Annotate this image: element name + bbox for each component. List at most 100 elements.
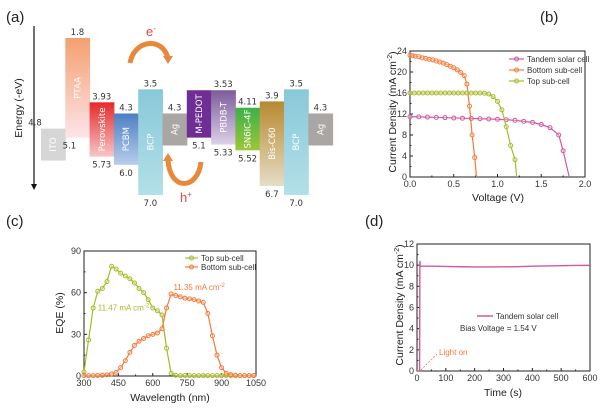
layer-bar-m-pedot-6: [186, 90, 212, 138]
c-data-point-top-sub-cell: [95, 288, 101, 294]
c-data-point-bottom-sub-cell: [191, 297, 197, 303]
c-data-point-bottom-sub-cell: [122, 358, 128, 364]
jv-curve-chart: Current Density (mA cm-2) Voltage (V) 0.…: [387, 46, 591, 204]
c-data-point-top-sub-cell: [205, 373, 211, 379]
b-data-point-tandem-solar-cell: [451, 115, 457, 121]
b-data-point-top-sub-cell: [446, 90, 452, 96]
homo-level-m-pedot-6: 5.1: [192, 142, 206, 152]
b-data-point-top-sub-cell: [499, 107, 505, 113]
c-data-point-bottom-sub-cell: [219, 365, 225, 371]
layer-bar-sn6ic-4f-8: [235, 107, 261, 151]
c-data-point-bottom-sub-cell: [177, 294, 183, 300]
b-data-point-top-sub-cell: [473, 90, 479, 96]
b-data-point-top-sub-cell: [508, 143, 514, 148]
c-data-point-top-sub-cell: [141, 290, 147, 296]
lumo-level-pbdb-t-7: 3.53: [214, 80, 233, 90]
b-legend-marker-bottom-sub-cell: [514, 67, 519, 73]
b-data-point-top-sub-cell: [451, 90, 457, 96]
b-data-point-top-sub-cell: [503, 124, 509, 130]
c-data-point-bottom-sub-cell: [150, 331, 156, 337]
b-data-point-tandem-solar-cell: [521, 118, 527, 124]
c-data-point-top-sub-cell: [196, 373, 202, 379]
panel-b-label: (b): [540, 9, 558, 26]
b-y-tick-label: 12: [397, 109, 407, 119]
c-data-point-top-sub-cell: [90, 305, 96, 311]
b-y-tick-label: 4: [402, 151, 407, 161]
d-y-tick-label: 12: [404, 239, 414, 249]
b-data-point-bottom-sub-cell: [461, 73, 467, 79]
c-y-axis-label: EQE (%): [54, 292, 66, 333]
steady-state-current-chart: Current Density (mA cm-2) Time (s) 0 100 2…: [394, 239, 598, 399]
c-data-point-top-sub-cell: [164, 345, 170, 351]
c-data-point-bottom-sub-cell: [182, 295, 188, 301]
layer-bar-bcp-10: [284, 89, 309, 195]
c-data-point-bottom-sub-cell: [205, 311, 211, 316]
layer-bar-ptaa-1: [65, 38, 91, 138]
homo-level-bis-c60-9: 6.7: [265, 190, 279, 200]
b-data-point-bottom-sub-cell: [469, 132, 475, 138]
lumo-level-ito-0: 4.8: [28, 119, 42, 129]
b-x-tick-label: 1.5: [535, 179, 548, 189]
homo-level-bcp-4: 7.0: [144, 199, 158, 209]
c-x-tick-label: 900: [214, 378, 229, 388]
d-series-line-tandem-solar-cell: [417, 260, 591, 372]
c-data-point-bottom-sub-cell: [232, 372, 238, 378]
d-light-on-label: Light on: [439, 348, 467, 357]
c-data-point-top-sub-cell: [131, 280, 137, 286]
layer-bar-ag-5: [162, 113, 188, 146]
b-data-point-top-sub-cell: [486, 91, 492, 97]
b-data-point-tandem-solar-cell: [495, 116, 500, 122]
b-data-point-top-sub-cell: [477, 90, 483, 96]
b-data-point-top-sub-cell: [455, 90, 461, 96]
lumo-level-bcp-10: 3.5: [289, 79, 303, 89]
energy-level-diagram: Energy (-eV) ITO 4.8 PTAA 1.8 5.1 Perovskite 3…: [13, 24, 334, 209]
homo-level-ptaa-1: 5.1: [63, 142, 77, 152]
hole-transfer-arrow-icon: [165, 159, 204, 186]
b-data-point-top-sub-cell: [442, 90, 448, 96]
layer-bar-pbdb-t-7: [211, 90, 236, 145]
b-series-line-tandem-solar-cell: [409, 116, 570, 178]
electron-transfer-arrow-icon: [127, 40, 171, 64]
d-x-tick-label: 500: [554, 373, 569, 383]
d-y-tick-label: 2: [409, 345, 414, 355]
c-x-tick-label: 300: [76, 378, 91, 388]
eqe-chart: EQE (%) Wavelength (nm) 300 450 600 750 900 1…: [54, 246, 266, 404]
b-legend-marker-tandem-solar-cell: [514, 56, 519, 62]
d-x-tick-label: 200: [467, 373, 482, 383]
c-data-point-top-sub-cell: [219, 373, 225, 379]
c-data-point-bottom-sub-cell: [209, 333, 215, 339]
lumo-level-bcp-4: 3.5: [144, 79, 158, 89]
b-legend-label-bottom-sub-cell: Bottom sub-cell: [527, 66, 582, 75]
lumo-level-ptaa-1: 1.8: [71, 28, 85, 38]
layer-bar-pcbm-3: [113, 113, 139, 165]
c-data-point-bottom-sub-cell: [164, 305, 170, 311]
homo-level-sn6ic-4f-8: 5.52: [238, 154, 257, 164]
lumo-level-ag-5: 4.3: [168, 103, 182, 113]
layer-name-pbdb-t-7: PBDB-T: [219, 101, 229, 133]
c-legend-marker-bottom-sub-cell: [189, 264, 194, 270]
energy-axis-label: Energy (-eV): [13, 78, 25, 138]
b-data-point-tandem-solar-cell: [407, 114, 413, 120]
b-x-tick-label: 0.0: [404, 179, 417, 189]
c-data-point-top-sub-cell: [104, 279, 110, 285]
b-data-point-bottom-sub-cell: [454, 67, 460, 73]
c-y-tick-label: 30: [71, 329, 81, 339]
b-data-point-bottom-sub-cell: [464, 81, 470, 87]
layer-bar-bis-c60-9: [259, 101, 285, 186]
c-data-point-bottom-sub-cell: [237, 373, 243, 379]
b-data-point-tandem-solar-cell: [416, 114, 422, 120]
layer-bar-ito-0: [41, 128, 66, 161]
layer-name-sn6ic-4f-8: SN6IC-4F: [244, 109, 254, 148]
c-data-point-bottom-sub-cell: [223, 370, 229, 376]
b-data-point-top-sub-cell: [407, 90, 413, 96]
d-x-tick-label: 0: [414, 373, 419, 383]
b-data-point-tandem-solar-cell: [425, 114, 430, 120]
c-x-tick-label: 450: [111, 378, 126, 388]
c-legend-marker-top-sub-cell: [189, 255, 194, 261]
layer-name-bcp-10: BCP: [292, 134, 302, 151]
c-data-point-bottom-sub-cell: [81, 373, 87, 379]
c-data-point-bottom-sub-cell: [168, 291, 174, 297]
c-data-point-bottom-sub-cell: [136, 338, 142, 344]
c-annotation-sup: -2: [144, 304, 150, 310]
c-data-point-top-sub-cell: [154, 308, 160, 314]
